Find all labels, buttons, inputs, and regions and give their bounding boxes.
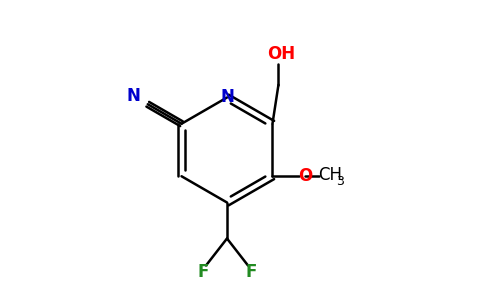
Text: F: F — [245, 263, 257, 281]
Text: N: N — [126, 87, 140, 105]
Text: 3: 3 — [336, 175, 344, 188]
Text: OH: OH — [267, 45, 296, 63]
Text: N: N — [220, 88, 234, 106]
Text: CH: CH — [318, 166, 342, 184]
Text: F: F — [197, 263, 209, 281]
Text: O: O — [298, 167, 312, 185]
